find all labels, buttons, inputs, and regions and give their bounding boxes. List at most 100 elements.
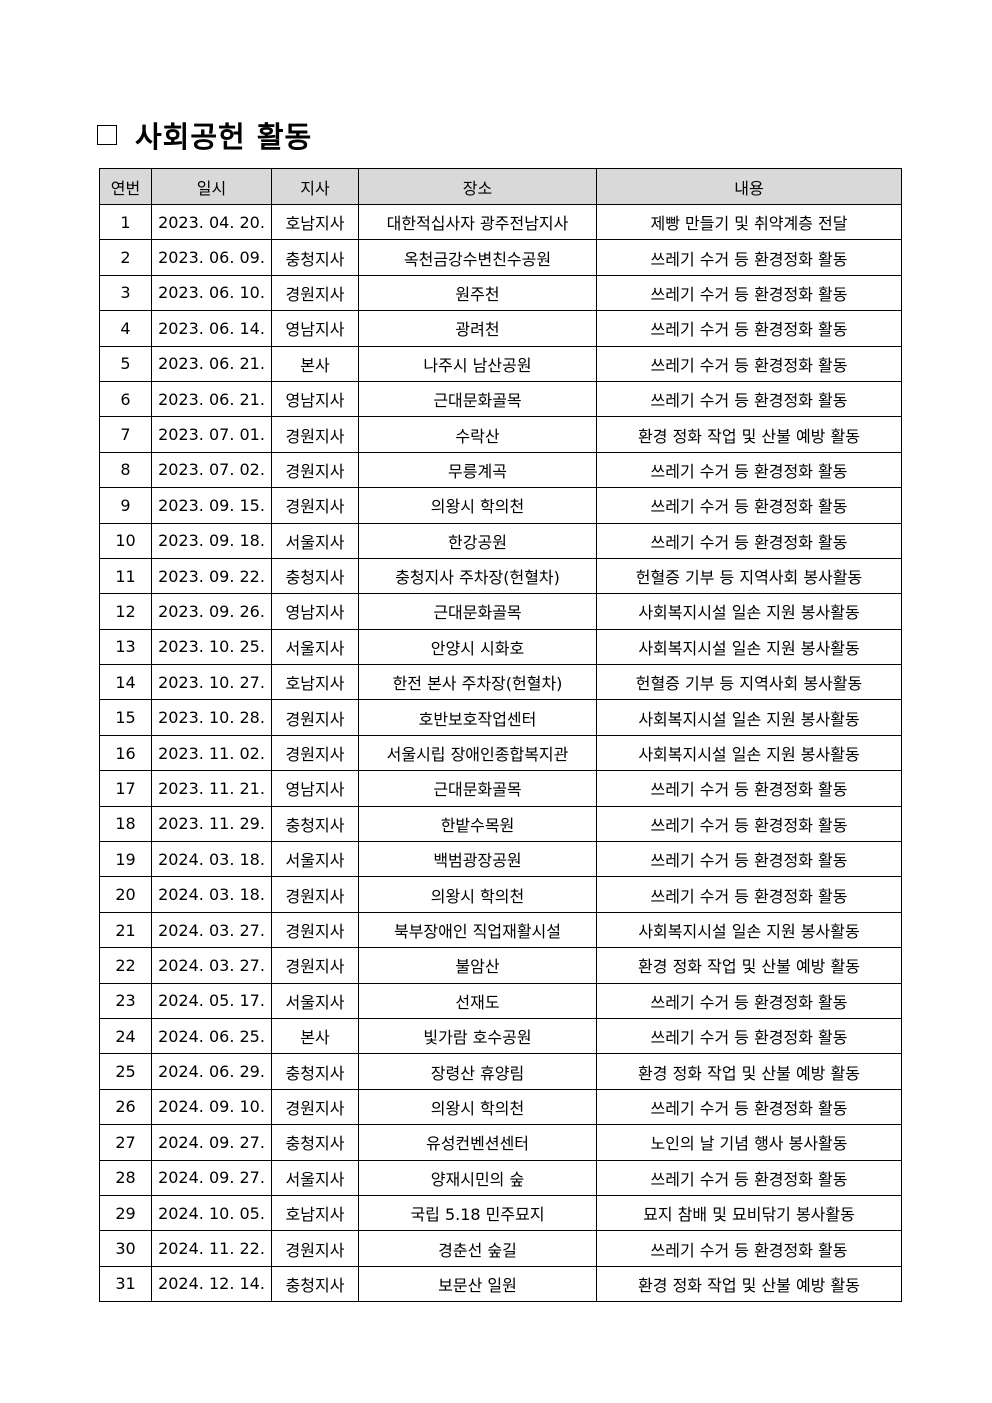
- cell-no: 8: [99, 451, 152, 489]
- table-row: 18 2023. 11. 29. 충청지사 한밭수목원 쓰레기 수거 등 환경정화 활동: [99, 805, 902, 843]
- cell-content: 쓰레기 수거 등 환경정화 활동: [596, 876, 902, 913]
- cell-branch: 영남지사: [271, 310, 359, 347]
- cell-no: 5: [99, 345, 152, 382]
- header-place: 장소: [358, 168, 597, 205]
- table-row: 19 2024. 03. 18. 서울지사 백범광장공원 쓰레기 수거 등 환경정화 활…: [99, 841, 902, 878]
- cell-no: 12: [99, 593, 152, 630]
- cell-date: 2023. 10. 25.: [151, 628, 272, 666]
- cell-no: 31: [99, 1265, 152, 1303]
- cell-no: 18: [99, 805, 152, 843]
- table-row: 21 2024. 03. 27. 경원지사 북부장애인 직업재활시설 사회복지시설 일손…: [99, 911, 902, 949]
- cell-place: 안양시 시화호: [358, 628, 597, 666]
- cell-no: 26: [99, 1088, 152, 1126]
- cell-branch: 서울지사: [271, 982, 359, 1019]
- cell-date: 2024. 09. 27.: [151, 1159, 272, 1196]
- cell-branch: 영남지사: [271, 770, 359, 807]
- cell-branch: 서울지사: [271, 522, 359, 559]
- table-row: 30 2024. 11. 22. 경원지사 경춘선 숲길 쓰레기 수거 등 환경정화 활…: [99, 1230, 902, 1267]
- cell-branch: 경원지사: [271, 274, 359, 312]
- cell-date: 2024. 03. 18.: [151, 841, 272, 878]
- cell-place: 의왕시 학의천: [358, 487, 597, 524]
- cell-content: 묘지 참배 및 묘비닦기 봉사활동: [596, 1194, 902, 1232]
- cell-content: 쓰레기 수거 등 환경정화 활동: [596, 310, 902, 347]
- cell-content: 쓰레기 수거 등 환경정화 활동: [596, 1017, 902, 1055]
- table-row: 31 2024. 12. 14. 충청지사 보문산 일원 환경 정화 작업 및 산불 예…: [99, 1265, 902, 1303]
- cell-place: 백범광장공원: [358, 841, 597, 878]
- cell-content: 쓰레기 수거 등 환경정화 활동: [596, 982, 902, 1019]
- cell-place: 빛가람 호수공원: [358, 1017, 597, 1055]
- cell-date: 2024. 10. 05.: [151, 1194, 272, 1232]
- cell-place: 양재시민의 숲: [358, 1159, 597, 1196]
- table-row: 16 2023. 11. 02. 경원지사 서울시립 장애인종합복지관 사회복지시설 일…: [99, 734, 902, 772]
- cell-no: 13: [99, 628, 152, 666]
- cell-place: 북부장애인 직업재활시설: [358, 911, 597, 949]
- table-row: 22 2024. 03. 27. 경원지사 불암산 환경 정화 작업 및 산불 예방 활…: [99, 947, 902, 984]
- cell-content: 환경 정화 작업 및 산불 예방 활동: [596, 416, 902, 453]
- cell-content: 쓰레기 수거 등 환경정화 활동: [596, 274, 902, 312]
- cell-content: 쓰레기 수거 등 환경정화 활동: [596, 451, 902, 489]
- table-row: 10 2023. 09. 18. 서울지사 한강공원 쓰레기 수거 등 환경정화 활동: [99, 522, 902, 559]
- cell-place: 한전 본사 주차장(헌혈차): [358, 664, 597, 701]
- square-bullet-icon: [97, 125, 117, 145]
- cell-date: 2024. 06. 29.: [151, 1053, 272, 1090]
- cell-no: 19: [99, 841, 152, 878]
- cell-place: 무릉계곡: [358, 451, 597, 489]
- cell-place: 경춘선 숲길: [358, 1230, 597, 1267]
- cell-content: 환경 정화 작업 및 산불 예방 활동: [596, 947, 902, 984]
- cell-branch: 본사: [271, 345, 359, 382]
- cell-date: 2024. 06. 25.: [151, 1017, 272, 1055]
- cell-date: 2023. 11. 02.: [151, 734, 272, 772]
- cell-place: 장령산 휴양림: [358, 1053, 597, 1090]
- table-row: 14 2023. 10. 27. 호남지사 한전 본사 주차장(헌혈차) 헌혈증 기부 …: [99, 664, 902, 701]
- cell-date: 2023. 09. 18.: [151, 522, 272, 559]
- cell-date: 2024. 11. 22.: [151, 1230, 272, 1267]
- table-row: 28 2024. 09. 27. 서울지사 양재시민의 숲 쓰레기 수거 등 환경정화 …: [99, 1159, 902, 1196]
- cell-content: 사회복지시설 일손 지원 봉사활동: [596, 628, 902, 666]
- cell-branch: 본사: [271, 1017, 359, 1055]
- activity-table: 연번 일시 지사 장소 내용 1 2023. 04. 20. 호남지사 대한적십사자 …: [99, 168, 902, 1303]
- cell-content: 제빵 만들기 및 취약계층 전달: [596, 203, 902, 241]
- table-row: 3 2023. 06. 10. 경원지사 원주천 쓰레기 수거 등 환경정화 활동: [99, 274, 902, 312]
- cell-content: 쓰레기 수거 등 환경정화 활동: [596, 487, 902, 524]
- cell-date: 2023. 10. 28.: [151, 699, 272, 736]
- cell-branch: 서울지사: [271, 628, 359, 666]
- cell-content: 쓰레기 수거 등 환경정화 활동: [596, 380, 902, 418]
- cell-branch: 충청지사: [271, 239, 359, 276]
- cell-branch: 충청지사: [271, 557, 359, 595]
- cell-date: 2023. 10. 27.: [151, 664, 272, 701]
- cell-place: 의왕시 학의천: [358, 876, 597, 913]
- cell-place: 근대문화골목: [358, 593, 597, 630]
- cell-content: 사회복지시설 일손 지원 봉사활동: [596, 911, 902, 949]
- cell-branch: 경원지사: [271, 876, 359, 913]
- table-row: 7 2023. 07. 01. 경원지사 수락산 환경 정화 작업 및 산불 예방 활동: [99, 416, 902, 453]
- cell-branch: 충청지사: [271, 1265, 359, 1303]
- table-row: 24 2024. 06. 25. 본사 빛가람 호수공원 쓰레기 수거 등 환경정화 활…: [99, 1017, 902, 1055]
- cell-date: 2024. 05. 17.: [151, 982, 272, 1019]
- cell-no: 3: [99, 274, 152, 312]
- section-title: 사회공헌 활동: [97, 114, 312, 156]
- table-row: 17 2023. 11. 21. 영남지사 근대문화골목 쓰레기 수거 등 환경정화 활…: [99, 770, 902, 807]
- cell-no: 4: [99, 310, 152, 347]
- table-row: 27 2024. 09. 27. 충청지사 유성컨벤션센터 노인의 날 기념 행사 봉사…: [99, 1124, 902, 1161]
- cell-no: 29: [99, 1194, 152, 1232]
- cell-date: 2024. 03. 27.: [151, 947, 272, 984]
- cell-place: 보문산 일원: [358, 1265, 597, 1303]
- cell-no: 21: [99, 911, 152, 949]
- cell-place: 한밭수목원: [358, 805, 597, 843]
- cell-place: 선재도: [358, 982, 597, 1019]
- cell-date: 2024. 09. 27.: [151, 1124, 272, 1161]
- cell-no: 10: [99, 522, 152, 559]
- cell-branch: 호남지사: [271, 203, 359, 241]
- table-row: 5 2023. 06. 21. 본사 나주시 남산공원 쓰레기 수거 등 환경정화 활동: [99, 345, 902, 382]
- table-row: 4 2023. 06. 14. 영남지사 광려천 쓰레기 수거 등 환경정화 활동: [99, 310, 902, 347]
- cell-place: 대한적십사자 광주전남지사: [358, 203, 597, 241]
- cell-date: 2023. 06. 10.: [151, 274, 272, 312]
- cell-content: 사회복지시설 일손 지원 봉사활동: [596, 734, 902, 772]
- cell-date: 2023. 06. 21.: [151, 345, 272, 382]
- cell-no: 16: [99, 734, 152, 772]
- cell-place: 한강공원: [358, 522, 597, 559]
- cell-branch: 경원지사: [271, 947, 359, 984]
- cell-branch: 경원지사: [271, 416, 359, 453]
- table-row: 20 2024. 03. 18. 경원지사 의왕시 학의천 쓰레기 수거 등 환경정화 …: [99, 876, 902, 913]
- cell-date: 2023. 09. 26.: [151, 593, 272, 630]
